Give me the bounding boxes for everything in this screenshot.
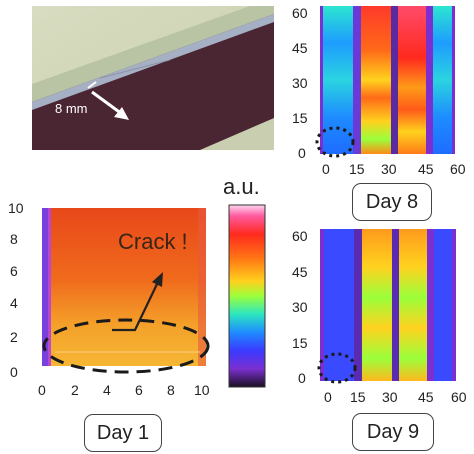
day1-ytick: 6 (10, 263, 18, 279)
crack-ellipse (42, 318, 210, 374)
colorbar-label: a.u. (223, 174, 260, 199)
crack-annotation: Crack ! (118, 229, 188, 254)
day8-ytick: 0 (298, 145, 306, 161)
day8-xtick: 15 (349, 161, 365, 177)
day8-ytick: 15 (292, 110, 308, 126)
day8-ytick: 30 (292, 75, 308, 91)
day9-ytick: 30 (292, 299, 308, 315)
day1-ytick: 2 (10, 329, 18, 345)
day1-xtick: 4 (103, 382, 111, 398)
day9-heatmap (318, 229, 458, 381)
day1-ytick: 10 (8, 200, 24, 216)
day8-label: Day 8 (352, 183, 432, 221)
day1-label: Day 1 (84, 414, 162, 452)
day9-ytick: 0 (298, 370, 306, 386)
day1-xtick: 8 (167, 382, 175, 398)
day8-xtick: 0 (322, 161, 330, 177)
day9-xtick: 0 (324, 389, 332, 405)
scale-label: 8 mm (55, 101, 88, 116)
day9-spot-ellipse (317, 352, 357, 384)
day1-ytick: 8 (10, 231, 18, 247)
day1-heatmap (42, 208, 206, 366)
day8-xtick: 45 (418, 161, 434, 177)
day9-ytick: 60 (292, 228, 308, 244)
day9-xtick: 15 (350, 389, 366, 405)
scale-arrow (87, 81, 129, 120)
sample-photo (32, 6, 274, 150)
day8-xtick: 30 (381, 161, 397, 177)
day8-ytick: 45 (292, 40, 308, 56)
day9-xtick: 45 (418, 389, 434, 405)
day1-xtick: 0 (38, 382, 46, 398)
day1-ytick: 0 (10, 364, 18, 380)
day9-ytick: 45 (292, 264, 308, 280)
day1-xtick: 10 (194, 382, 210, 398)
crack-arrow (112, 272, 163, 332)
day1-xtick: 6 (135, 382, 143, 398)
day8-ytick: 60 (292, 5, 308, 21)
day1-xtick: 2 (71, 382, 79, 398)
day9-xtick: 60 (451, 389, 467, 405)
day9-xtick: 30 (382, 389, 398, 405)
day8-heatmap (318, 6, 458, 154)
day9-ytick: 15 (292, 335, 308, 351)
day9-label: Day 9 (352, 413, 434, 451)
day8-xtick: 60 (450, 161, 466, 177)
day1-ytick: 4 (10, 295, 18, 311)
colorbar (228, 204, 266, 388)
day8-spot-ellipse (315, 126, 355, 158)
